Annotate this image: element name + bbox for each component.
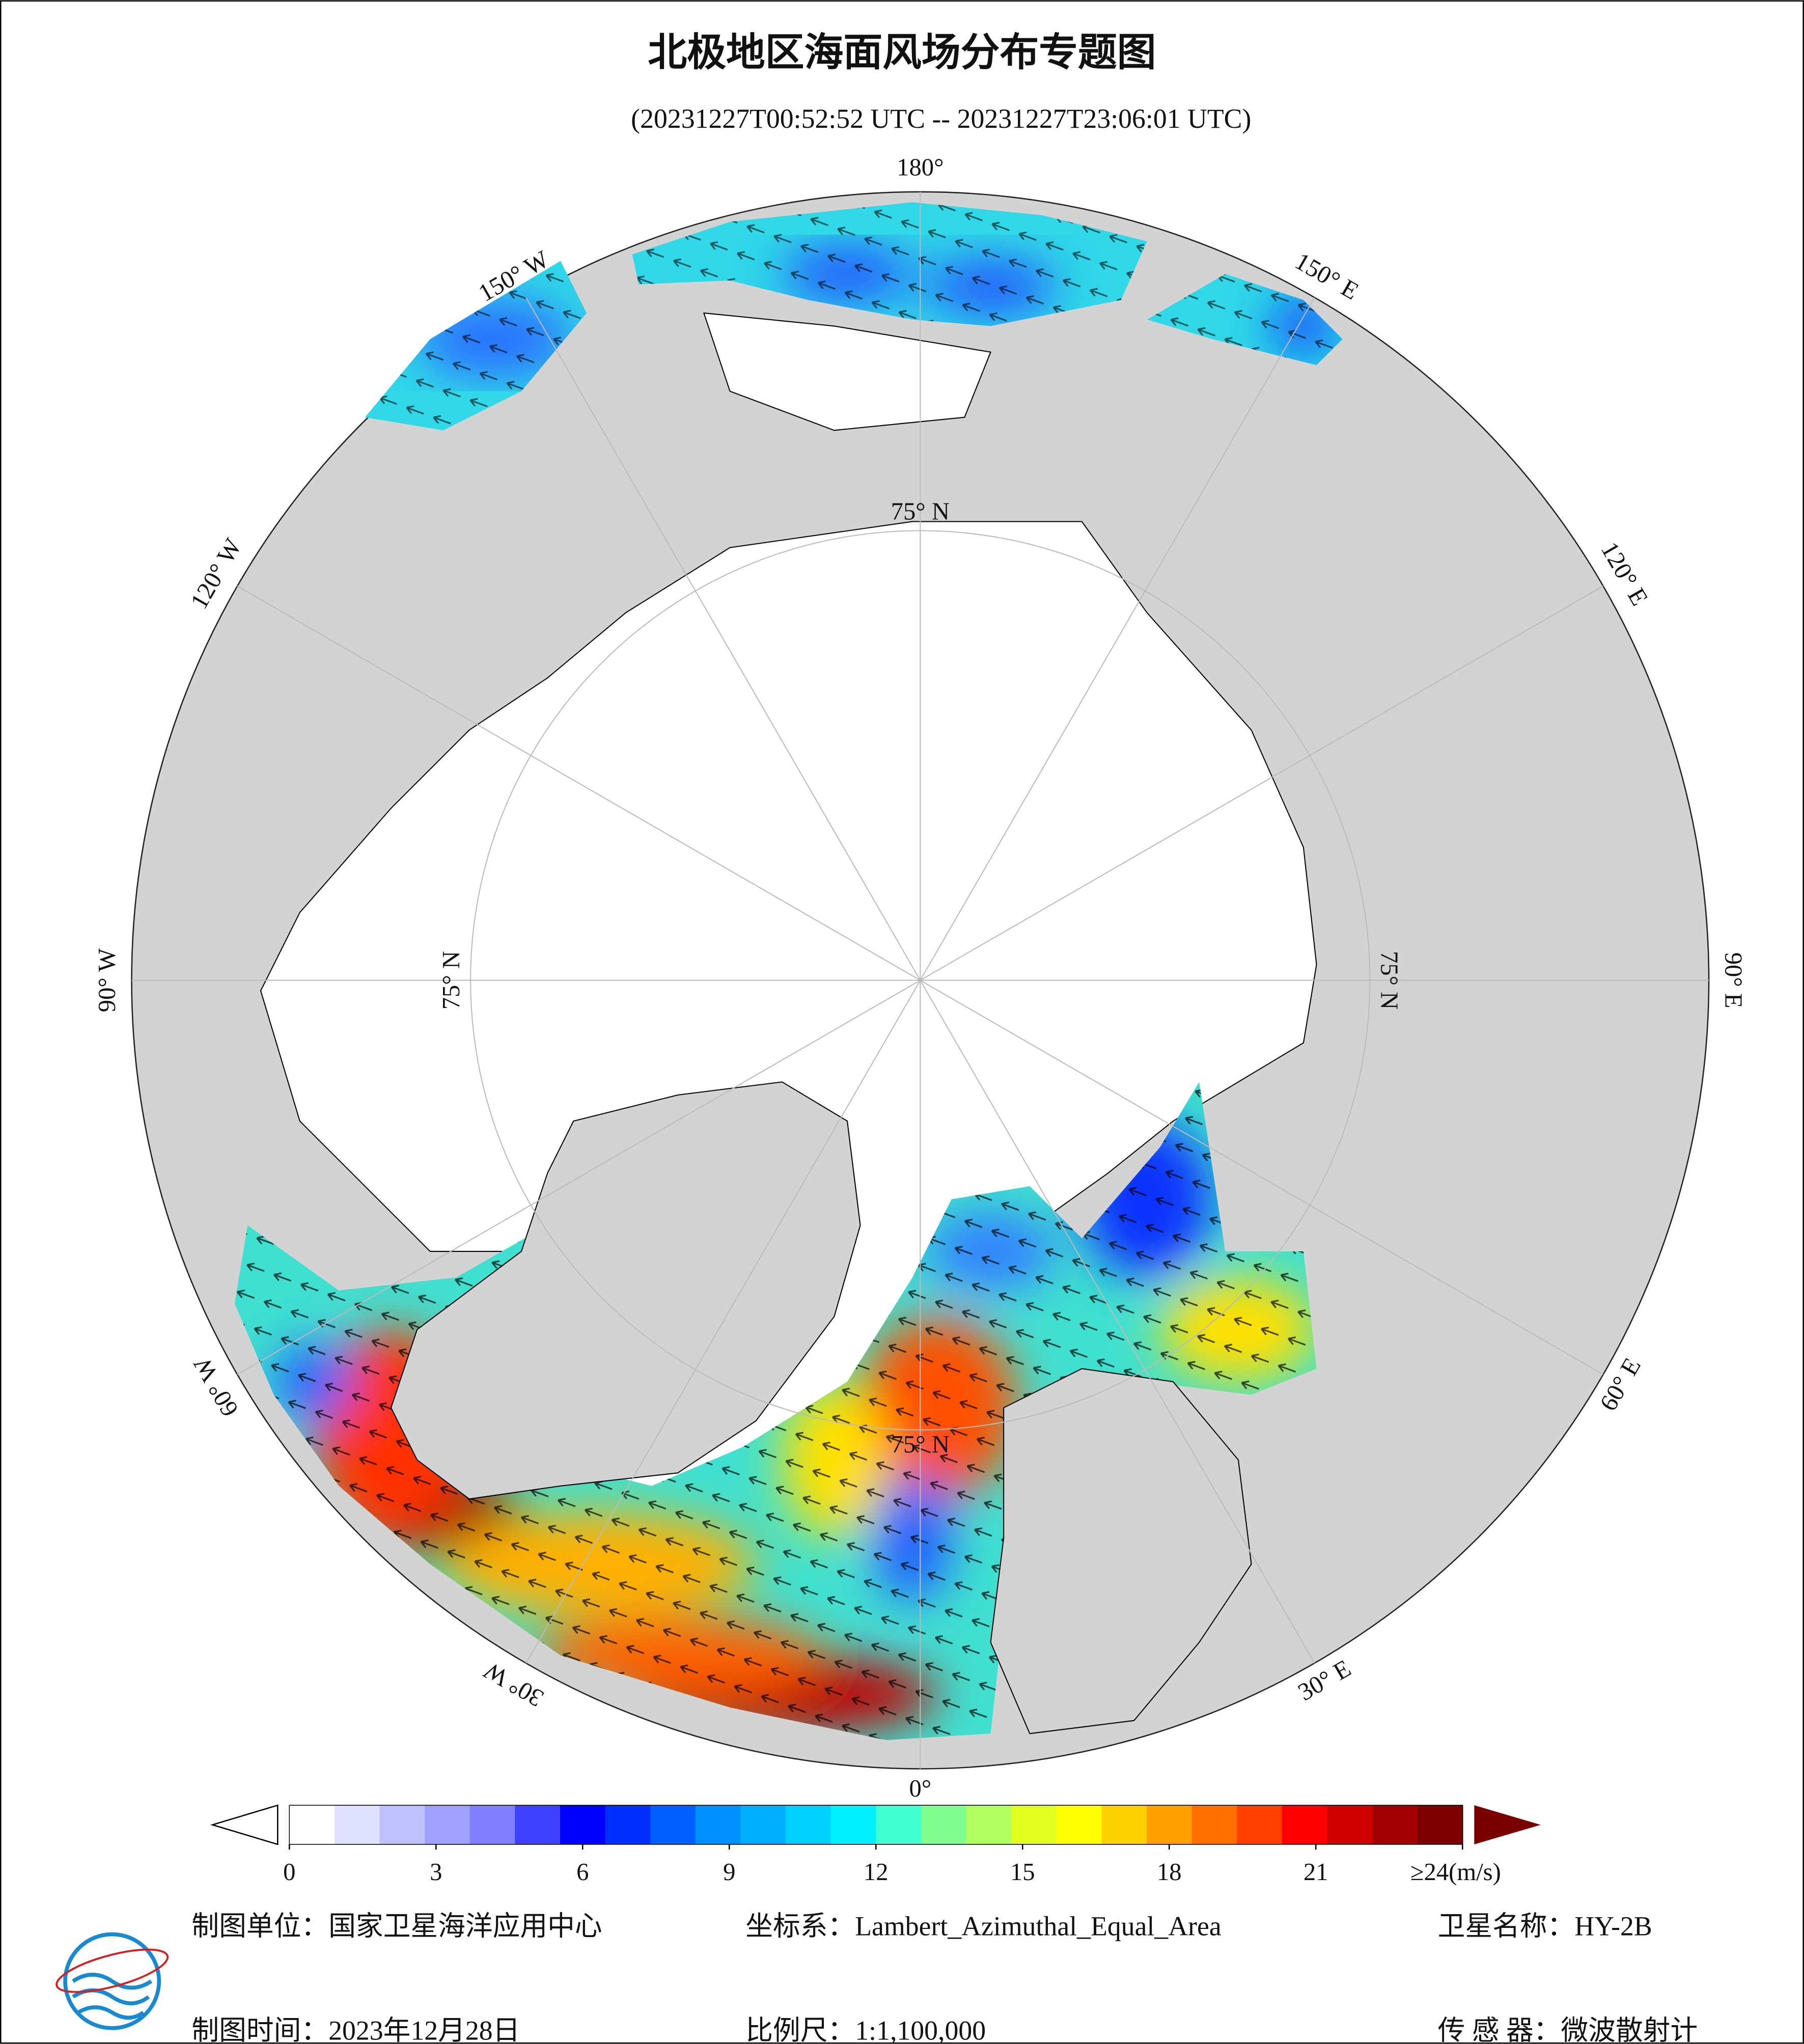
longitude-label: 90° E <box>1719 953 1747 1009</box>
colorbar-swatch <box>876 1805 922 1844</box>
colorbar-swatch <box>921 1805 967 1844</box>
colorbar-swatch <box>334 1805 380 1844</box>
colorbar-over <box>1474 1805 1541 1844</box>
colorbar-under <box>210 1804 279 1845</box>
meridian <box>237 979 921 1375</box>
bering-ice <box>703 312 992 431</box>
meridian <box>920 980 1315 1664</box>
colorbar-swatch <box>1056 1805 1102 1844</box>
colorbar-swatch <box>289 1805 336 1844</box>
colorbar-swatch <box>695 1805 741 1844</box>
colorbar-swatch <box>1372 1805 1418 1844</box>
longitude-label: 90° W <box>93 948 121 1012</box>
colorbar-swatch <box>379 1805 426 1844</box>
colorbar-tick-label: 9 <box>723 1858 735 1886</box>
colorbar-swatch <box>1282 1805 1328 1844</box>
colorbar-tick-label: 0 <box>283 1858 295 1886</box>
colorbar-swatch <box>1146 1805 1192 1844</box>
latitude-label: 75° N <box>891 1431 950 1458</box>
footer-sensor: 传 感 器：微波散射计 <box>1438 2015 1698 2044</box>
colorbar-swatch <box>515 1805 561 1844</box>
colorbar-swatch <box>740 1805 787 1844</box>
colorbar: 0 3 6 9 12 15 18 21 ≥24(m/s) <box>210 1804 1541 1886</box>
colorbar-swatch <box>966 1805 1012 1844</box>
meridian <box>525 297 921 981</box>
latitude-label: 75° N <box>891 497 950 525</box>
graticule <box>131 191 1709 1769</box>
footer-projection: 坐标系：Lambert_Azimuthal_Equal_Area <box>745 1911 1222 1942</box>
colorbar-swatch <box>786 1805 831 1844</box>
meridian <box>920 297 1315 981</box>
colorbar-tick-label: 15 <box>1010 1858 1035 1886</box>
meridian <box>920 979 1604 1375</box>
colorbar-tick-label: 18 <box>1157 1858 1182 1886</box>
logo <box>55 1932 169 2030</box>
colorbar-swatch <box>1191 1805 1238 1844</box>
colorbar-swatch <box>469 1805 516 1844</box>
colorbar-swatch <box>1327 1805 1373 1844</box>
colorbar-swatch <box>830 1805 877 1844</box>
footer-scale: 比例尺：1:1,100,000 <box>745 2015 986 2044</box>
longitude-label: 180° <box>897 153 943 181</box>
colorbar-swatch <box>1237 1805 1283 1844</box>
colorbar-tick-label: 12 <box>864 1858 889 1886</box>
colorbar-tick-label: ≥24(m/s) <box>1410 1858 1501 1886</box>
footer-satellite: 卫星名称：HY-2B <box>1438 1911 1652 1942</box>
colorbar-swatch <box>1011 1805 1058 1844</box>
title: 北极地区海面风场分布专题图 <box>648 30 1156 75</box>
colorbar-swatch <box>425 1805 471 1844</box>
latitude-label: 75° N <box>437 951 465 1010</box>
colorbar-tick-label: 6 <box>576 1858 589 1886</box>
colorbar-tick-label: 3 <box>430 1858 442 1886</box>
colorbar-swatch <box>650 1805 697 1844</box>
longitude-label: 0° <box>909 1775 931 1802</box>
scandinavia <box>990 1368 1252 1734</box>
colorbar-swatch <box>560 1805 606 1844</box>
meridian <box>525 980 921 1664</box>
meridian <box>237 585 921 981</box>
meridian <box>920 585 1604 981</box>
colorbar-swatch <box>605 1805 651 1844</box>
colorbar-swatch <box>1101 1805 1148 1844</box>
latitude-label: 75° N <box>1376 951 1403 1010</box>
greenland <box>390 1081 861 1500</box>
subtitle: (20231227T00:52:52 UTC -- 20231227T23:06… <box>631 103 1251 134</box>
colorbar-swatch <box>1417 1805 1463 1844</box>
colorbar-tick-label: 21 <box>1303 1858 1328 1886</box>
footer-unit: 制图单位：国家卫星海洋应用中心 <box>191 1911 602 1942</box>
footer-date: 制图时间：2023年12月28日 <box>191 2015 520 2044</box>
